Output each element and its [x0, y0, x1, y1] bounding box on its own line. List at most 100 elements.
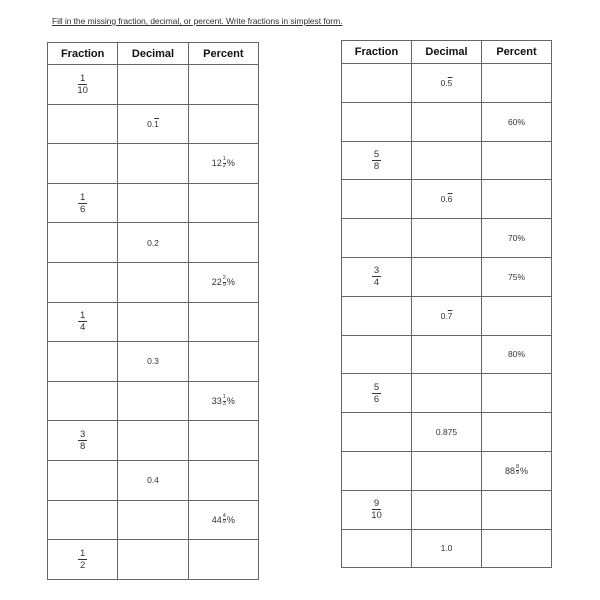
table-row: 70%: [341, 218, 552, 258]
table-row: 80%: [341, 334, 552, 375]
repeating-decimal: 0.7: [441, 311, 453, 321]
fraction-answer-cell[interactable]: [341, 63, 412, 103]
numerator: 3: [371, 265, 382, 278]
decimal-answer-cell[interactable]: [117, 64, 189, 105]
decimal-answer-cell[interactable]: [117, 420, 189, 461]
denominator: 9: [222, 519, 226, 526]
column-header-decimal: Decimal: [411, 40, 482, 64]
decimal-answer-cell[interactable]: [411, 489, 482, 530]
mixed-percent: 44 4 9%: [212, 512, 235, 526]
column-header-fraction: Fraction: [341, 40, 412, 64]
percent-answer-cell[interactable]: [481, 412, 552, 452]
fraction-answer-cell[interactable]: [46, 380, 119, 422]
decimal-answer-cell[interactable]: [411, 334, 482, 375]
decimal-answer-cell[interactable]: [411, 101, 482, 142]
decimal-cell: 0.3: [117, 341, 189, 382]
decimal-answer-cell[interactable]: [411, 450, 482, 491]
percent-answer-cell[interactable]: [481, 140, 552, 181]
decimal-answer-cell[interactable]: [411, 140, 482, 181]
percent-whole: 12: [211, 158, 222, 169]
fraction-answer-cell[interactable]: [46, 143, 119, 184]
denominator: 6: [373, 393, 380, 405]
denominator: 8: [373, 160, 380, 172]
fraction-answer-cell[interactable]: [46, 103, 119, 145]
numerator: 1: [78, 72, 88, 85]
fraction-answer-cell[interactable]: [341, 179, 412, 220]
percent-answer-cell[interactable]: [187, 341, 260, 382]
decimal-answer-cell[interactable]: [117, 143, 189, 184]
fraction-answer-cell[interactable]: [341, 295, 412, 336]
percent-answer-cell[interactable]: [187, 64, 260, 105]
decimal-answer-cell[interactable]: [411, 218, 482, 258]
decimal-answer-cell[interactable]: [117, 499, 189, 541]
fraction-answer-cell[interactable]: [341, 528, 412, 569]
fraction-answer-cell[interactable]: [46, 459, 119, 501]
percent-answer-cell[interactable]: [187, 539, 260, 580]
percent-answer-cell[interactable]: [481, 179, 552, 220]
table-row: 0.1: [46, 103, 260, 145]
header-row: Fraction Decimal Percent: [46, 42, 260, 65]
decimal-answer-cell[interactable]: [117, 261, 189, 303]
percent-cell: 88 8 9%: [481, 450, 552, 491]
percent-answer-cell[interactable]: [187, 459, 260, 501]
denominator: 4: [373, 277, 380, 289]
percent-cell: 60%: [481, 101, 552, 142]
table-row: 0.4: [46, 459, 260, 501]
decimal-answer-cell[interactable]: [117, 539, 189, 580]
decimal-cell: 1.0: [411, 528, 482, 569]
percent-answer-cell[interactable]: [187, 222, 260, 263]
percent-answer-cell[interactable]: [187, 182, 260, 224]
table-row: 0.3: [46, 341, 260, 382]
decimal-answer-cell[interactable]: [117, 182, 189, 224]
percent-answer-cell[interactable]: [187, 420, 260, 461]
cell-value: 1.0: [440, 543, 453, 554]
fraction-answer-cell[interactable]: [46, 261, 119, 303]
numerator: 4: [222, 512, 226, 521]
fraction-answer-cell[interactable]: [46, 499, 119, 541]
fraction-answer-cell[interactable]: [46, 222, 119, 263]
decimal-answer-cell[interactable]: [117, 380, 189, 422]
decimal-answer-cell[interactable]: [117, 301, 189, 343]
mixed-percent: 88 8 9%: [505, 464, 528, 477]
percent-cell: 70%: [481, 218, 552, 258]
percent-answer-cell[interactable]: [481, 528, 552, 569]
fraction-cell: 1 10: [46, 64, 119, 105]
table-row: 22 2 9%: [46, 261, 260, 303]
numerator: 1: [222, 156, 226, 164]
fraction-answer-cell[interactable]: [341, 101, 412, 142]
fraction-answer-cell[interactable]: [341, 218, 412, 258]
percent-answer-cell[interactable]: [481, 489, 552, 530]
decimal-answer-cell[interactable]: [411, 373, 482, 414]
percent-answer-cell[interactable]: [187, 301, 260, 343]
fraction-answer-cell[interactable]: [341, 334, 412, 375]
table-row: 9 10: [341, 489, 552, 530]
table-row: 1 10: [46, 64, 260, 105]
percent-cell: 33 1 3%: [187, 380, 260, 422]
instructions: Fill in the missing fraction, decimal, o…: [52, 16, 343, 26]
fraction-answer-cell[interactable]: [341, 450, 412, 491]
decimal-cell: 0.7: [411, 295, 482, 336]
fraction-answer-cell[interactable]: [46, 341, 119, 382]
percent-answer-cell[interactable]: [481, 295, 552, 336]
percent-answer-cell[interactable]: [481, 373, 552, 414]
numerator: 1: [78, 547, 88, 560]
decimal-cell: 0.6: [411, 179, 482, 220]
table-row: 0.7: [341, 295, 552, 336]
repeating-decimal: 0.5: [441, 78, 453, 88]
denominator: 10: [77, 84, 88, 96]
fraction-answer-cell[interactable]: [341, 412, 412, 452]
percent-sign: %: [226, 158, 235, 169]
decimal-answer-cell[interactable]: [411, 256, 482, 297]
percent-sign: %: [226, 277, 235, 288]
percent-answer-cell[interactable]: [481, 63, 552, 103]
column-header-percent: Percent: [187, 42, 260, 65]
percent-answer-cell[interactable]: [187, 103, 260, 145]
